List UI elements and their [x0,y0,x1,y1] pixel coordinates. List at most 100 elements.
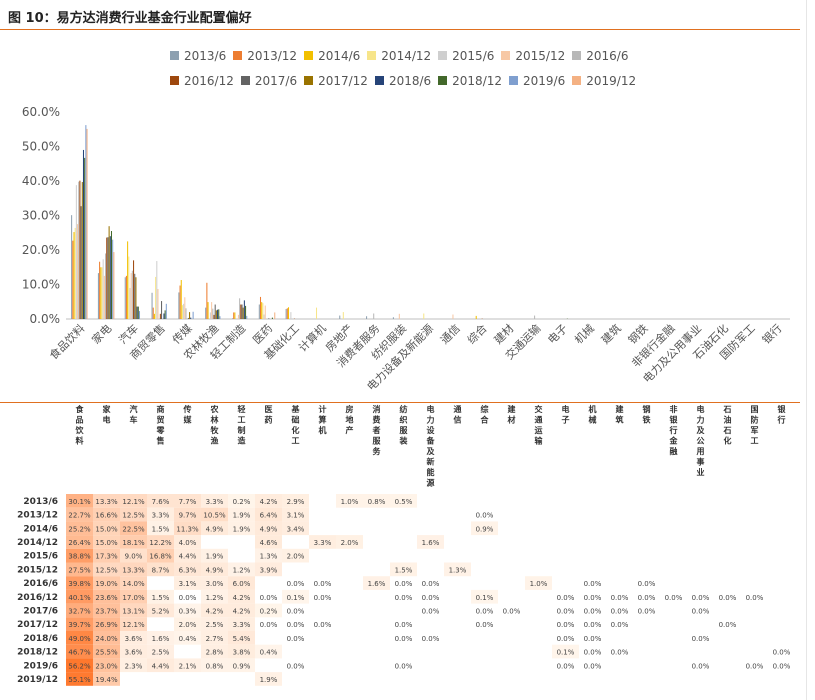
heat-value: 0.0% [287,635,305,643]
heat-cell [120,617,147,631]
heat-cell [255,507,282,522]
bar [151,292,153,319]
heat-cell [93,576,120,590]
heat-cell [201,494,228,508]
bar [180,280,182,319]
heat-value: 1.9% [233,512,251,520]
heat-cell [66,617,93,631]
x-tick-label: 食品饮料 [46,321,87,362]
heat-value: 0.0% [422,580,440,588]
row-label: 2018/12 [17,648,58,658]
heat-value: 2.0% [287,553,305,561]
heat-value: 56.2% [68,662,91,670]
bar [77,224,79,319]
heat-cell [201,617,228,631]
bar [234,312,236,319]
heat-cell [93,603,120,618]
bar [213,314,215,319]
heat-value: 39.7% [68,621,91,629]
legend-swatch [304,76,314,85]
heat-value: 3.3% [206,498,224,506]
heat-cell [66,507,93,522]
heat-value: 3.3% [233,621,251,629]
heat-value: 2.5% [206,621,224,629]
bar [84,157,86,319]
heat-cell [66,576,93,590]
heat-value: 0.0% [314,594,332,602]
row-label: 2013/6 [23,497,58,507]
heat-value: 0.0% [692,635,710,643]
bar [242,307,244,319]
bar [153,313,155,319]
heat-value: 5.2% [152,607,170,615]
heat-value: 1.9% [206,553,224,561]
bar [231,318,234,319]
heat-cell [147,507,174,522]
bar [339,315,341,319]
bar [75,185,77,319]
bar [101,267,103,319]
heat-cell [390,562,417,577]
bar [261,302,263,319]
heat-cell [93,507,120,522]
legend-swatch [170,76,179,85]
legend-label: 2018/12 [452,74,503,88]
legend-item: 2019/6 [509,74,565,88]
bar [124,277,126,319]
heat-value: 40.1% [68,594,91,602]
heat-value: 1.3% [449,566,467,574]
heat-cell [228,576,255,590]
heat-value: 14.0% [122,580,145,588]
heat-value: 0.0% [638,607,656,615]
legend-item: 2014/6 [304,49,360,63]
heat-cell [120,562,147,577]
heat-value: 15.0% [95,525,118,533]
heat-cell [93,644,120,659]
heat-value: 1.6% [152,635,170,643]
heat-value: 3.0% [206,580,224,588]
bar [179,285,181,319]
heat-cell [147,644,174,659]
legend-label: 2015/12 [515,49,566,63]
heat-value: 23.7% [95,607,118,615]
heat-cell [309,535,336,549]
bar [129,287,131,319]
heat-cell [147,562,174,577]
x-tick-label: 电子 [545,322,570,347]
bar [285,308,287,319]
bar [82,149,85,319]
bar [264,305,266,319]
heat-value: 0.0% [584,662,602,670]
heat-value: 3.9% [260,566,278,574]
heat-cell [255,644,282,659]
heat-value: 4.9% [206,566,224,574]
heat-cell [228,521,255,536]
heat-value: 55.1% [68,676,91,684]
heat-value: 2.5% [152,649,170,657]
heat-value: 0.0% [476,621,494,629]
heat-cell [201,603,228,618]
heat-value: 0.4% [260,649,278,657]
heat-cell [228,589,255,604]
heat-value: 15.0% [95,539,118,547]
heat-cell [66,631,93,645]
heat-value: 12.2% [149,539,172,547]
heat-cell [201,507,228,522]
bar [157,288,159,319]
heat-cell [390,494,417,508]
heat-value: 2.0% [341,539,359,547]
heat-value: 0.4% [179,635,197,643]
heat-cell [228,494,255,508]
heat-value: 4.2% [233,594,251,602]
heat-cell [363,576,390,590]
heat-value: 1.9% [260,676,278,684]
heat-value: 0.0% [395,662,413,670]
bar [211,302,213,319]
heat-cell [201,589,228,604]
heat-value: 12.5% [122,512,145,520]
legend-item: 2019/12 [572,74,636,88]
x-tick-label: 银行 [759,321,784,346]
column-header: 电子 [562,404,570,425]
heat-value: 0.0% [611,621,629,629]
x-tick-label: 通信 [438,322,463,347]
